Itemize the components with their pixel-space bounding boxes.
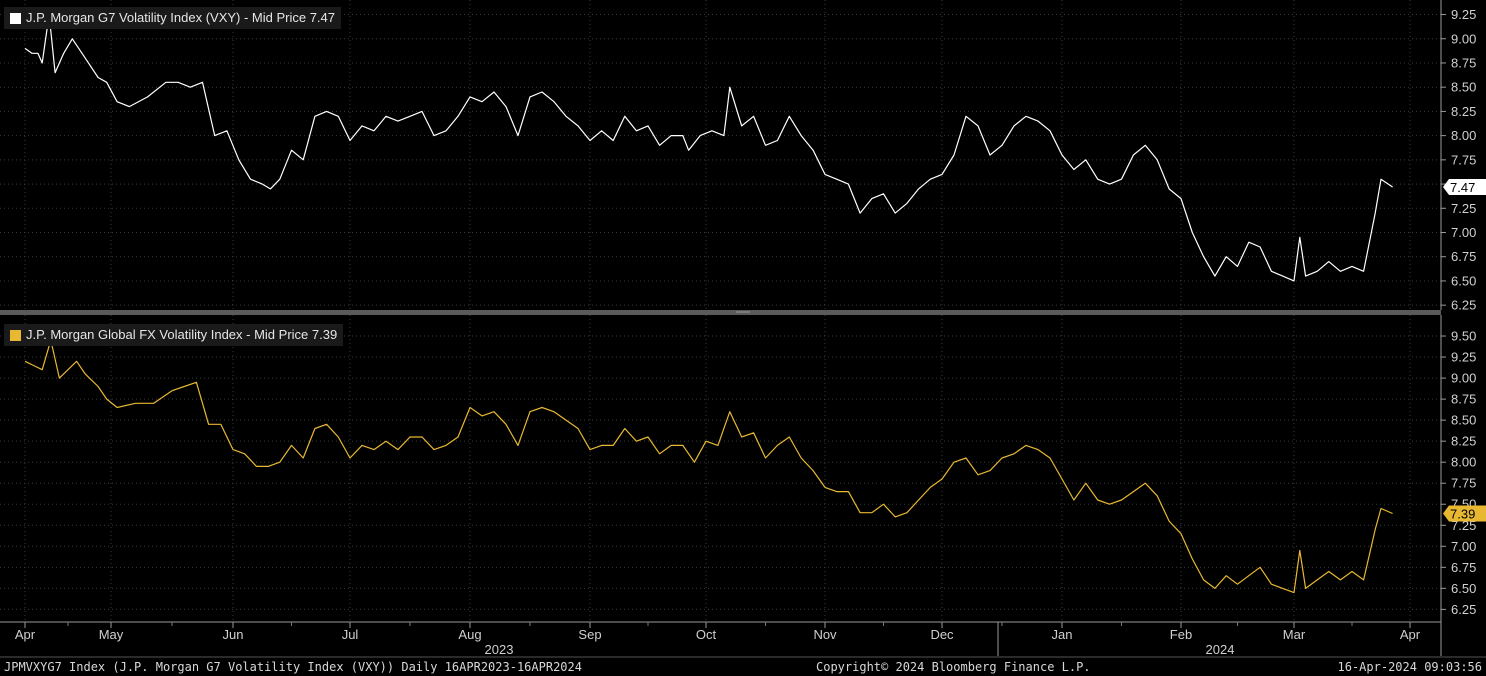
legend-swatch-white xyxy=(10,12,21,24)
bottom-y-tick-label: 9.00 xyxy=(1451,371,1476,386)
top-legend-label: J.P. Morgan G7 Volatility Index (VXY) - … xyxy=(26,10,336,25)
top-last-value-tag xyxy=(1443,178,1486,195)
bottom-y-tick-label: 6.50 xyxy=(1451,581,1476,596)
x-tick-label: Aug xyxy=(458,627,481,642)
x-tick-label: Dec xyxy=(930,627,954,642)
top-legend: J.P. Morgan G7 Volatility Index (VXY) - … xyxy=(4,7,342,29)
x-tick-label: Oct xyxy=(696,627,717,642)
legend-swatch-yellow xyxy=(10,329,21,341)
top-y-tick-label: 6.50 xyxy=(1451,273,1476,288)
x-tick-label: Sep xyxy=(578,627,601,642)
top-y-tick-label: 7.00 xyxy=(1451,225,1476,240)
bottom-y-tick-label: 7.75 xyxy=(1451,476,1476,491)
x-tick-label: Jul xyxy=(342,627,359,642)
year-label: 2024 xyxy=(1206,642,1235,657)
top-series-line xyxy=(24,13,1393,282)
bottom-legend: J.P. Morgan Global FX Volatility Index -… xyxy=(4,324,344,346)
bottom-y-tick-label: 8.00 xyxy=(1451,455,1476,470)
x-tick-label: Apr xyxy=(15,627,36,642)
bottom-y-tick-label: 8.25 xyxy=(1451,434,1476,449)
top-y-tick-label: 8.75 xyxy=(1451,55,1476,70)
top-y-tick-label: 8.50 xyxy=(1451,80,1476,95)
x-tick-label: Feb xyxy=(1170,627,1192,642)
bottom-y-tick-label: 6.75 xyxy=(1451,560,1476,575)
bottom-y-tick-label: 9.50 xyxy=(1451,329,1476,344)
bottom-y-tick-label: 7.25 xyxy=(1451,518,1476,533)
footer-security: JPMVXYG7 Index (J.P. Morgan G7 Volatilit… xyxy=(4,660,582,674)
x-tick-label: Mar xyxy=(1283,627,1306,642)
top-y-tick-label: 9.25 xyxy=(1451,7,1476,22)
footer-timestamp: 16-Apr-2024 09:03:56 xyxy=(1337,660,1483,674)
x-tick-label: Nov xyxy=(813,627,837,642)
bottom-panel: 9.509.259.008.758.508.258.007.757.507.25… xyxy=(0,315,1486,622)
top-y-tick-label: 9.00 xyxy=(1451,31,1476,46)
panel-separator[interactable] xyxy=(0,310,1441,315)
bottom-last-value-label: 7.39 xyxy=(1450,506,1475,521)
bottom-last-value-tag xyxy=(1443,505,1486,522)
top-y-tick-label: 8.25 xyxy=(1451,104,1476,119)
bottom-y-tick-label: 8.75 xyxy=(1451,392,1476,407)
x-tick-label: Jan xyxy=(1052,627,1073,642)
bottom-y-tick-label: 7.00 xyxy=(1451,539,1476,554)
top-y-tick-label: 6.75 xyxy=(1451,249,1476,264)
x-axis: Apr May Jun Jul Aug Sep Oct Nov Dec Jan Feb Mar Apr 2… xyxy=(0,621,1486,658)
top-y-tick-label: 7.25 xyxy=(1451,201,1476,216)
footer-copyright: Copyright© 2024 Bloomberg Finance L.P. xyxy=(816,660,1091,674)
top-y-tick-label: 7.75 xyxy=(1451,152,1476,167)
bottom-series-line xyxy=(24,339,1393,594)
top-panel: 9.259.008.758.508.258.007.757.507.257.00… xyxy=(0,0,1486,313)
x-tick-label: Apr xyxy=(1400,627,1421,642)
top-y-tick-label: 6.25 xyxy=(1451,298,1476,313)
top-last-value-label: 7.47 xyxy=(1450,180,1475,195)
bottom-legend-label: J.P. Morgan Global FX Volatility Index -… xyxy=(26,327,338,342)
year-label: 2023 xyxy=(485,642,514,657)
bottom-y-tick-label: 9.25 xyxy=(1451,350,1476,365)
bottom-y-tick-label: 6.25 xyxy=(1451,602,1476,617)
top-y-tick-label: 8.00 xyxy=(1451,128,1476,143)
x-tick-label: Jun xyxy=(223,627,244,642)
x-tick-label: May xyxy=(99,627,124,642)
bottom-y-tick-label: 8.50 xyxy=(1451,413,1476,428)
